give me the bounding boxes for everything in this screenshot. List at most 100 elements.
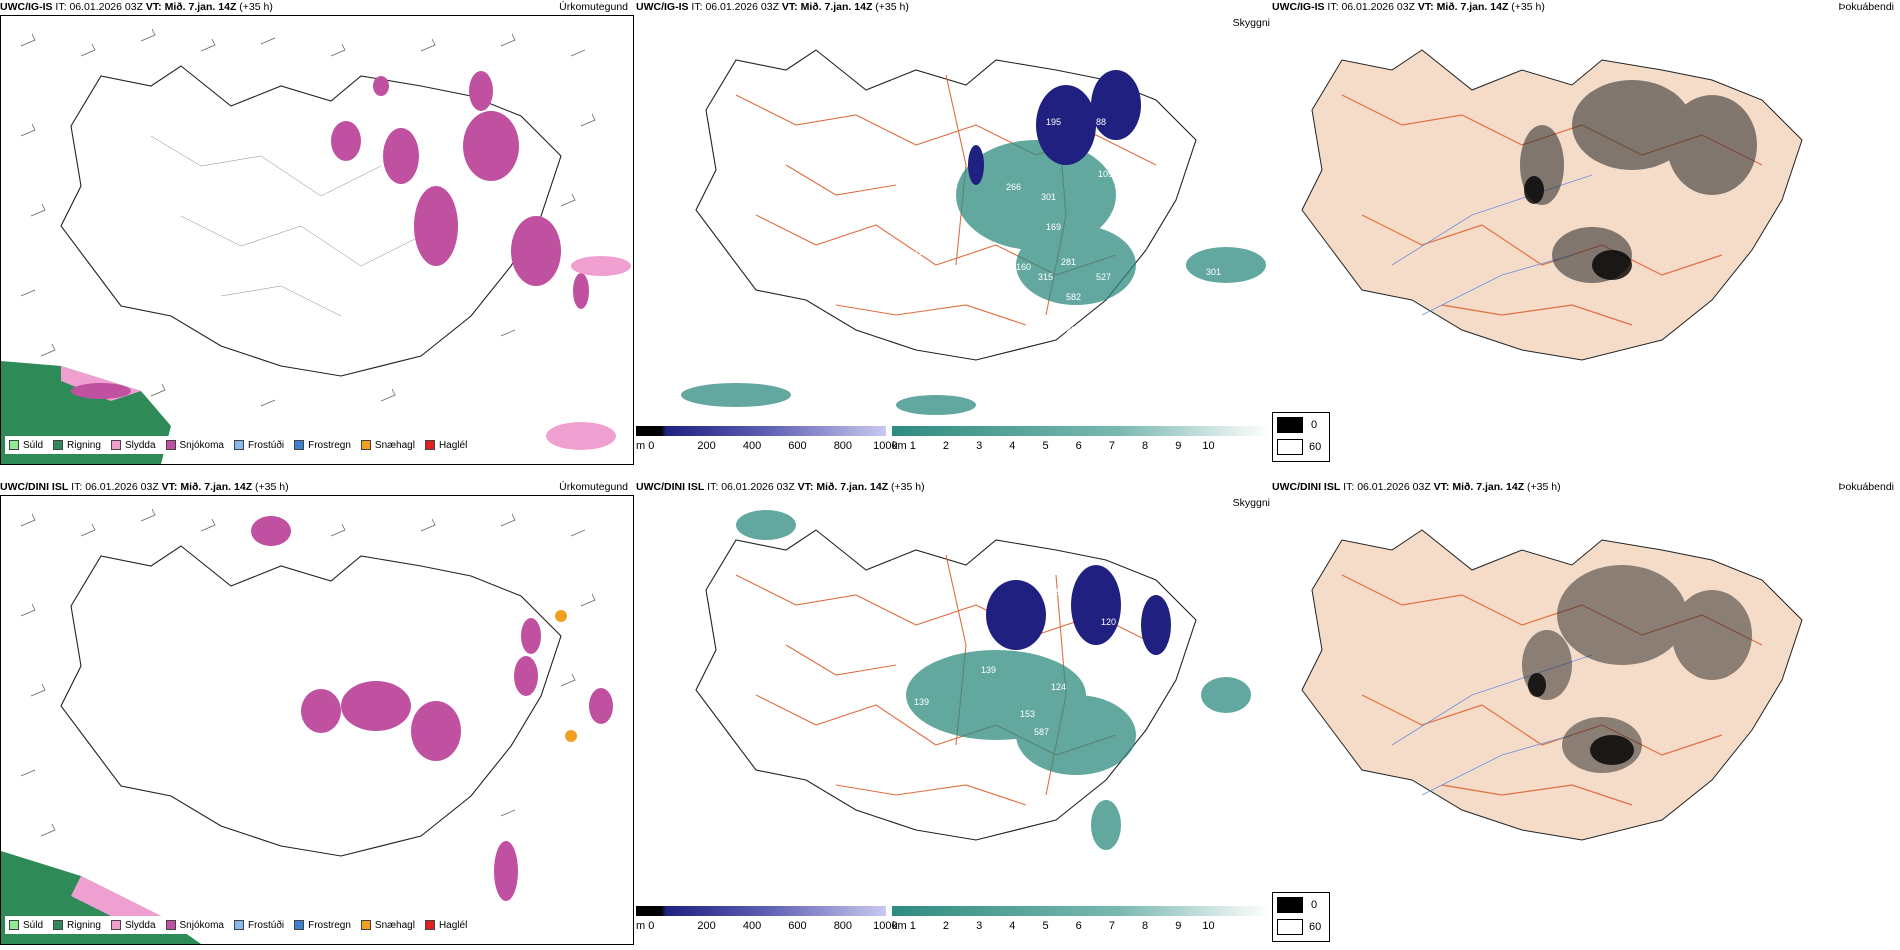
swatch xyxy=(424,920,435,930)
legend-item: Rigning xyxy=(53,440,101,451)
legend-item: Súld xyxy=(9,440,43,451)
swatch xyxy=(360,440,371,450)
svg-text:139: 139 xyxy=(981,665,996,675)
fog-key: 0 60 xyxy=(1272,892,1330,942)
legend-item: Slydda xyxy=(110,920,156,931)
svg-text:95: 95 xyxy=(1051,587,1061,597)
svg-text:266: 266 xyxy=(1006,182,1021,192)
swatch xyxy=(110,440,121,450)
svg-text:139: 139 xyxy=(914,697,929,707)
svg-text:88: 88 xyxy=(1096,117,1106,127)
legend-item: Haglél xyxy=(424,440,467,451)
fog-map xyxy=(1301,529,1803,841)
legend-item: Snjókoma xyxy=(165,920,224,931)
forecast-row-bottom: UWC/DINI ISL IT: 06.01.2026 03Z VT: Mið.… xyxy=(0,480,1900,950)
cloud-vis-panel: UWC/DINI ISL IT: 06.01.2026 03Z VT: Mið.… xyxy=(636,480,1272,950)
panel-header: UWC/IG-IS IT: 06.01.2026 03Z VT: Mið. 7.… xyxy=(636,1,909,13)
cloud-vis-map: 729 938 88 195 148 310 464 109 652 266 3… xyxy=(681,47,1266,415)
panel-title: Úrkomutegund xyxy=(559,481,628,493)
svg-text:145: 145 xyxy=(786,562,801,572)
svg-text:315: 315 xyxy=(1038,272,1053,282)
legend-item: Snjókoma xyxy=(165,440,224,451)
swatch xyxy=(165,920,176,930)
swatch xyxy=(110,920,121,930)
panel-title: Þokuábendi xyxy=(1838,481,1894,493)
panel-title: Þokuábendi xyxy=(1838,1,1894,13)
swatch xyxy=(165,440,176,450)
svg-text:114: 114 xyxy=(914,247,928,257)
svg-text:281: 281 xyxy=(1061,257,1076,267)
svg-text:310: 310 xyxy=(1141,147,1156,157)
panel-header: UWC/DINI ISL IT: 06.01.2026 03Z VT: Mið.… xyxy=(636,481,925,493)
swatch xyxy=(233,920,244,930)
legend-item: Frostúði xyxy=(233,440,284,451)
svg-text:138: 138 xyxy=(976,632,991,642)
precip-map: Súld Rigning Slydda Snjókoma Frostúði Fr… xyxy=(0,15,634,465)
swatch xyxy=(53,440,64,450)
svg-text:464: 464 xyxy=(1124,157,1139,167)
precip-map: Súld Rigning Slydda Snjókoma Frostúði Fr… xyxy=(0,495,634,945)
panel-title: Skyggni xyxy=(1232,497,1270,509)
fog-panel: UWC/IG-IS IT: 06.01.2026 03Z VT: Mið. 7.… xyxy=(1272,0,1900,470)
legend-item: Rigning xyxy=(53,920,101,931)
svg-text:195: 195 xyxy=(1046,117,1061,127)
swatch xyxy=(360,920,371,930)
cloud-base-colorbar: m 0 200 400 600 800 1000 xyxy=(636,426,898,456)
panel-header: UWC/DINI ISL IT: 06.01.2026 03Z VT: Mið.… xyxy=(0,481,289,493)
legend-item: Frostregn xyxy=(294,920,351,931)
fog-key: 0 60 xyxy=(1272,412,1330,462)
svg-text:336: 336 xyxy=(1184,239,1199,249)
svg-text:109: 109 xyxy=(1098,169,1113,179)
swatch xyxy=(53,920,64,930)
svg-text:171: 171 xyxy=(1031,552,1046,562)
legend-item: Frostregn xyxy=(294,440,351,451)
panel-header: UWC/IG-IS IT: 06.01.2026 03Z VT: Mið. 7.… xyxy=(1272,1,1545,13)
svg-text:301: 301 xyxy=(1041,192,1056,202)
svg-text:938: 938 xyxy=(1031,87,1046,97)
precip-legend: Súld Rigning Slydda Snjókoma Frostúði Fr… xyxy=(5,916,472,934)
cloud-vis-panel: UWC/IG-IS IT: 06.01.2026 03Z VT: Mið. 7.… xyxy=(636,0,1272,470)
svg-text:153: 153 xyxy=(1020,709,1035,719)
swatch xyxy=(294,440,305,450)
svg-text:178: 178 xyxy=(1154,662,1169,672)
forecast-row-top: UWC/IG-IS IT: 06.01.2026 03Z VT: Mið. 7.… xyxy=(0,0,1900,470)
fog-map xyxy=(1301,49,1803,361)
legend-item: Slydda xyxy=(110,440,156,451)
legend-item: Frostúði xyxy=(233,920,284,931)
legend-item: Snæhagl xyxy=(360,440,415,451)
visibility-colorbar: km 1 2 3 4 5 6 7 8 9 10 xyxy=(892,906,1270,936)
svg-text:209: 209 xyxy=(1066,325,1081,335)
visibility-colorbar: km 1 2 3 4 5 6 7 8 9 10 xyxy=(892,426,1270,456)
fog-panel: UWC/DINI ISL IT: 06.01.2026 03Z VT: Mið.… xyxy=(1272,480,1900,950)
swatch xyxy=(294,920,305,930)
legend-item: Snæhagl xyxy=(360,920,415,931)
cloud-base-colorbar: m 0 200 400 600 800 1000 xyxy=(636,906,898,936)
precip-legend: Súld Rigning Slydda Snjókoma Frostúði Fr… xyxy=(5,436,472,454)
svg-text:527: 527 xyxy=(1096,272,1111,282)
svg-text:587: 587 xyxy=(1034,727,1049,737)
svg-text:729: 729 xyxy=(1116,47,1131,57)
panel-header: UWC/DINI ISL IT: 06.01.2026 03Z VT: Mið.… xyxy=(1272,481,1561,493)
svg-text:115: 115 xyxy=(1098,652,1112,662)
swatch xyxy=(233,440,244,450)
swatch xyxy=(424,440,435,450)
svg-text:652: 652 xyxy=(1136,197,1151,207)
svg-text:160: 160 xyxy=(1016,262,1031,272)
svg-text:95: 95 xyxy=(1046,577,1056,587)
svg-text:148: 148 xyxy=(1151,127,1166,137)
legend-item: Haglél xyxy=(424,920,467,931)
precip-type-panel: UWC/IG-IS IT: 06.01.2026 03Z VT: Mið. 7.… xyxy=(0,0,634,470)
svg-text:169: 169 xyxy=(1046,222,1061,232)
legend-item: Súld xyxy=(9,920,43,931)
swatch xyxy=(9,440,19,450)
precip-type-panel: UWC/DINI ISL IT: 06.01.2026 03Z VT: Mið.… xyxy=(0,480,634,950)
svg-text:120: 120 xyxy=(1101,617,1116,627)
panel-title: Skyggni xyxy=(1232,17,1270,29)
panel-title: Úrkomutegund xyxy=(559,1,628,13)
svg-text:383: 383 xyxy=(1166,242,1181,252)
svg-text:124: 124 xyxy=(1051,682,1066,692)
svg-text:582: 582 xyxy=(1066,292,1081,302)
svg-text:801: 801 xyxy=(1204,302,1219,312)
svg-text:301: 301 xyxy=(1206,267,1221,277)
panel-header: UWC/IG-IS IT: 06.01.2026 03Z VT: Mið. 7.… xyxy=(0,1,273,13)
